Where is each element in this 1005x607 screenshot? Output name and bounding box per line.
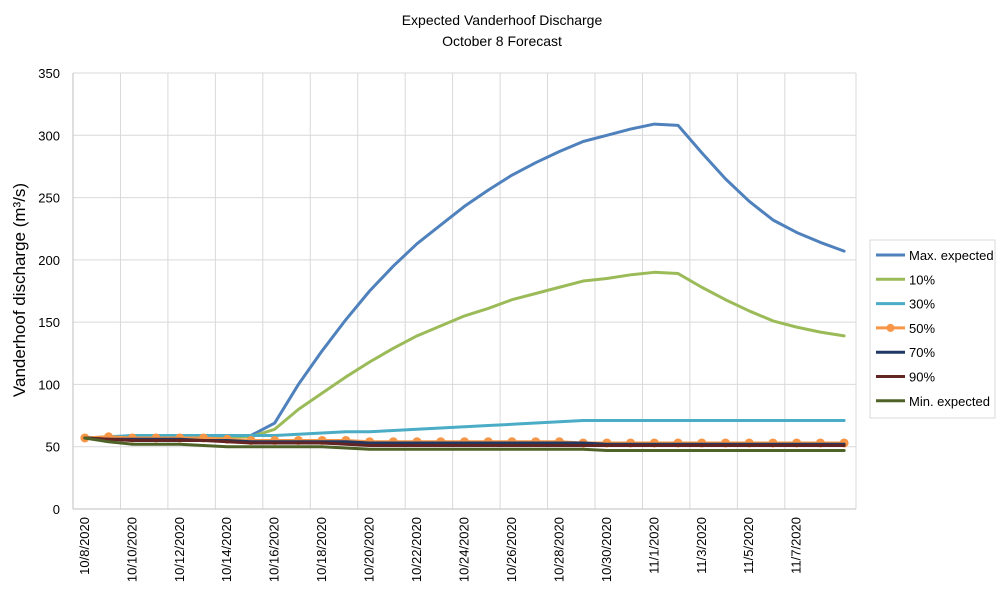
x-tick-label: 10/12/2020 xyxy=(172,517,187,582)
x-tick-label: 11/3/2020 xyxy=(694,517,709,574)
legend-label-3: 50% xyxy=(909,321,935,336)
y-tick-label: 350 xyxy=(38,66,60,81)
x-tick-label: 10/18/2020 xyxy=(314,517,329,582)
y-tick-label: 150 xyxy=(38,315,60,330)
legend-label-6: Min. expected xyxy=(909,394,990,409)
axes xyxy=(72,73,856,510)
x-tick-label: 10/30/2020 xyxy=(599,517,614,582)
x-tick-label: 10/22/2020 xyxy=(409,517,424,582)
x-tick-label: 11/7/2020 xyxy=(789,517,804,574)
x-tick-labels: 10/8/2020 10/10/2020 10/12/2020 10/14/2020 1… xyxy=(77,517,804,582)
y-tick-label: 100 xyxy=(38,377,60,392)
x-tick-label: 11/1/2020 xyxy=(646,517,661,574)
y-tick-labels: 0 50 100 150 200 250 300 350 xyxy=(38,66,60,517)
y-tick-label: 300 xyxy=(38,128,60,143)
x-tick-label: 10/24/2020 xyxy=(457,517,472,582)
x-tick-label: 11/5/2020 xyxy=(741,517,756,574)
series-line-6 xyxy=(83,436,846,452)
legend: Max. expected 10% 30% 50% 70% 90% Min. expecte… xyxy=(876,248,994,409)
y-tick-label: 250 xyxy=(38,191,60,206)
x-tick-label: 10/10/2020 xyxy=(124,517,139,582)
chart-title: Expected Vanderhoof Discharge xyxy=(402,12,603,28)
y-tick-label: 200 xyxy=(38,253,60,268)
x-tick-label: 10/26/2020 xyxy=(504,517,519,582)
y-axis-label: Vanderhoof discharge (m³/s) xyxy=(10,183,29,397)
x-tick-label: 10/8/2020 xyxy=(77,517,92,575)
legend-label-0: Max. expected xyxy=(909,248,994,263)
x-tick-label: 10/20/2020 xyxy=(362,517,377,582)
legend-label-5: 90% xyxy=(909,370,935,385)
legend-marker-3 xyxy=(886,323,895,332)
x-tick-label: 10/14/2020 xyxy=(219,517,234,582)
series-line-5 xyxy=(83,436,846,447)
y-tick-label: 0 xyxy=(53,502,60,517)
x-tick-label: 10/16/2020 xyxy=(267,517,282,582)
series-lines xyxy=(80,122,849,452)
legend-label-4: 70% xyxy=(909,345,935,360)
legend-label-2: 30% xyxy=(909,297,935,312)
legend-label-1: 10% xyxy=(909,272,935,287)
x-tick-label: 10/28/2020 xyxy=(551,517,566,582)
y-tick-label: 50 xyxy=(46,440,60,455)
series-line-2 xyxy=(83,419,846,440)
chart-subtitle: October 8 Forecast xyxy=(442,33,562,49)
